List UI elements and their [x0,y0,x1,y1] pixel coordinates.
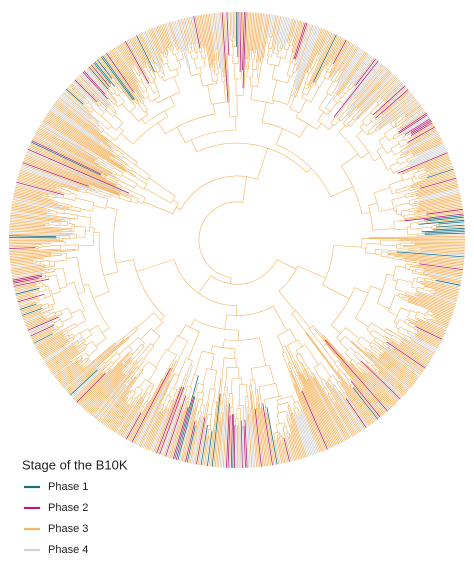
tree-leaves [8,11,466,469]
phylogenetic-tree [8,11,466,469]
legend-label: Phase 4 [48,544,88,556]
legend-title: Stage of the B10K [22,457,128,472]
tree-branches [32,34,439,444]
tree-leaves [9,12,465,469]
legend-label: Phase 1 [48,481,88,493]
tree-leaves [9,11,464,469]
legend-label: Phase 2 [48,502,88,514]
tree-leaves [8,11,465,469]
legend: Phase 1 Phase 2 Phase 3 Phase 4 [24,481,88,556]
legend-label: Phase 3 [48,523,88,535]
